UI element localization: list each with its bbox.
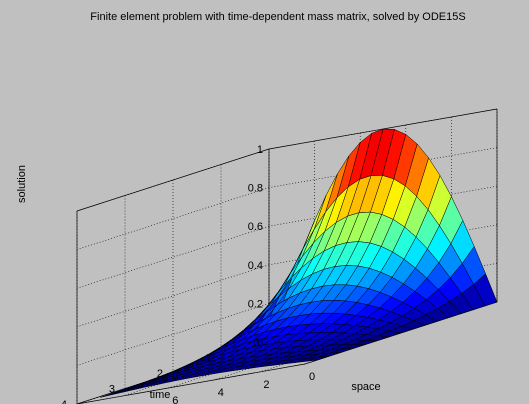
surface-patch (100, 390, 124, 398)
x-tick-label: 0 (309, 371, 315, 383)
z-tick-label: 0.8 (248, 183, 263, 195)
z-tick-label: 0 (257, 337, 263, 349)
y-tick-label: 4 (61, 399, 67, 404)
z-tick-label: 0.6 (248, 221, 263, 233)
z-tick-label: 0.4 (248, 260, 263, 272)
x-tick-label: 6 (172, 395, 178, 404)
x-tick-label: 2 (263, 379, 269, 391)
tick-labels: 02468100123400.20.40.60.81 (61, 144, 315, 404)
y-tick-label: 1 (205, 353, 211, 365)
y-tick-label: 3 (109, 384, 115, 396)
side-wall-gridline (76, 264, 270, 328)
axis-edge (76, 363, 306, 404)
back-wall-gridline (268, 147, 498, 188)
z-tick-label: 0.2 (248, 298, 263, 310)
z-tick-label: 1 (257, 144, 263, 156)
surface (100, 128, 498, 398)
side-wall-gridline (76, 187, 270, 250)
y-tick-label: 0 (253, 337, 259, 349)
side-wall-gridline (76, 225, 270, 289)
y-tick-label: 2 (157, 368, 163, 380)
x-tick-label: 4 (218, 387, 224, 399)
axis-edge (76, 148, 270, 212)
chart-title: Finite element problem with time-depende… (90, 11, 465, 23)
y-axis-label: time (150, 389, 171, 401)
x-axis-label: space (351, 381, 380, 393)
back-wall-gridline (268, 185, 498, 227)
side-wall-gridline (76, 303, 270, 366)
z-axis-label: solution (16, 165, 28, 203)
